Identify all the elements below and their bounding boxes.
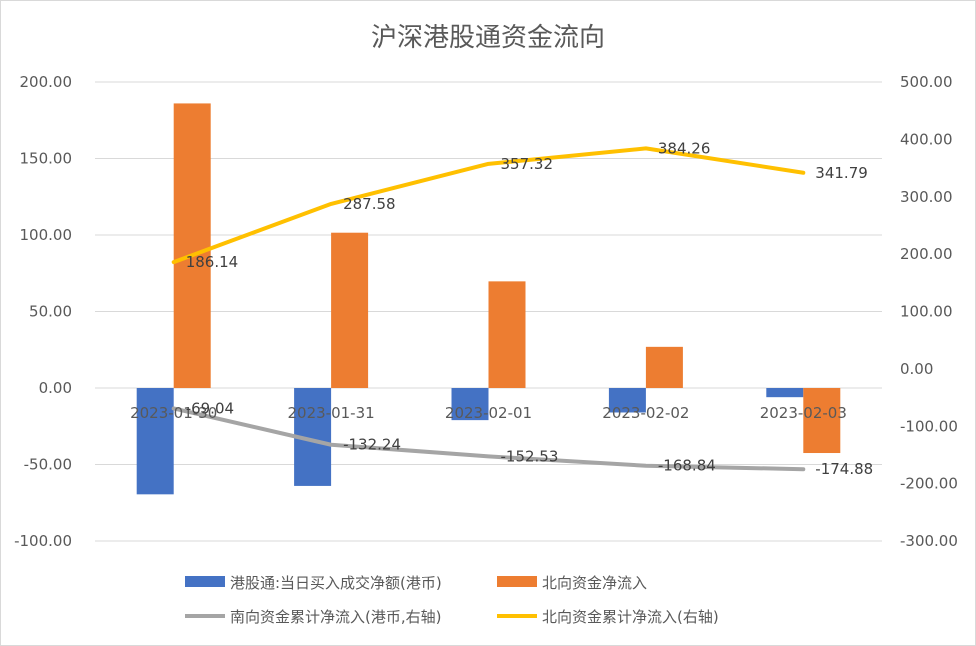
left-tick-label: 50.00 [29,303,72,321]
right-tick-label: -300.00 [900,532,958,550]
data-label: -152.53 [501,447,559,465]
right-tick-label: 400.00 [900,130,953,148]
data-label: 341.79 [815,164,868,182]
data-labels: -69.04 -132.24 -152.53 -168.84 -174.88 186.14… [186,139,874,478]
x-tick-label: 2023-01-30 [130,404,217,422]
legend-label: 港股通:当日买入成交净额(港币) [230,574,442,592]
bar [136,388,174,495]
bar [331,232,369,388]
left-tick-label: -100.00 [14,532,72,550]
bar [451,388,489,421]
bar [488,281,526,388]
left-tick-label: 150.00 [20,150,73,168]
data-label: 287.58 [343,195,396,213]
data-label: 357.32 [501,155,554,173]
legend-label: 北向资金净流入 [542,574,647,592]
legend-label: 北向资金累计净流入(右轴) [542,608,719,626]
chart-title: 沪深港股通资金流向 [371,23,605,53]
bar [608,388,646,413]
right-tick-label: 500.00 [900,73,953,91]
bars [136,103,841,495]
bar [766,388,804,398]
left-tick-label: -50.00 [24,456,72,474]
bar [645,346,683,388]
legend-swatch [497,576,537,587]
series-line [171,406,806,472]
right-axis-ticks: 500.00 400.00 300.00 200.00 100.00 0.00 -100.0… [900,73,958,550]
bar [803,388,841,454]
legend-swatch [185,576,225,587]
data-label: -69.04 [186,399,234,417]
left-tick-label: 200.00 [20,73,73,91]
right-tick-label: 100.00 [900,303,953,321]
right-tick-label: 300.00 [900,188,953,206]
lines [171,146,806,472]
data-label: 384.26 [658,139,711,157]
data-label: -132.24 [343,436,401,454]
data-label: -168.84 [658,457,716,475]
data-label: 186.14 [186,253,239,271]
right-tick-label: 200.00 [900,245,953,263]
legend-label: 南向资金累计净流入(港币,右轴) [230,608,441,626]
data-label: -174.88 [815,460,873,478]
left-tick-label: 100.00 [20,226,73,244]
right-tick-label: -100.00 [900,417,958,435]
x-tick-label: 2023-02-03 [760,404,847,422]
x-tick-label: 2023-02-01 [445,404,532,422]
left-tick-label: 0.00 [39,379,72,397]
x-axis-labels: 2023-01-30 2023-01-31 2023-02-01 2023-02-02… [130,404,847,422]
x-tick-label: 2023-02-02 [602,404,689,422]
right-tick-label: 0.00 [900,360,933,378]
series-line [171,146,806,265]
x-tick-label: 2023-01-31 [288,404,375,422]
right-tick-label: -200.00 [900,475,958,493]
bar [173,103,211,389]
left-axis-ticks: 200.00 150.00 100.00 50.00 0.00 -50.00 -100.00 [14,73,72,550]
